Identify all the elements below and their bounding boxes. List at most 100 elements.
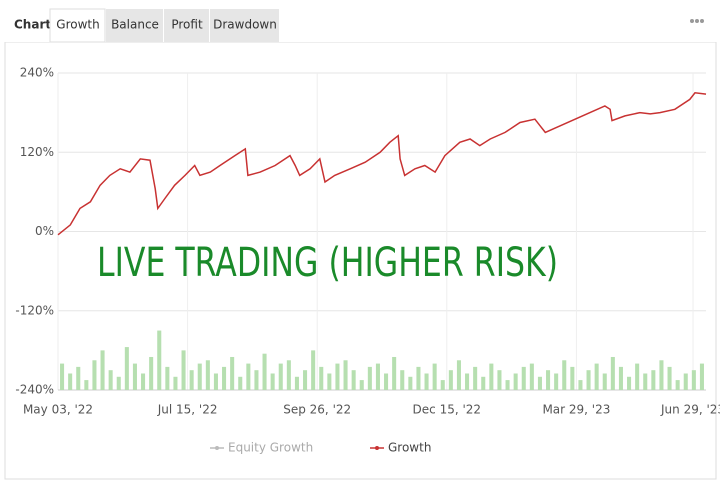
volume-bar [456,360,461,390]
legend-marker[interactable] [375,446,379,450]
panel [4,41,717,480]
legend-marker[interactable] [215,446,219,450]
volume-bar [60,363,65,390]
volume-bar [408,376,413,390]
volume-bar [521,366,526,390]
tab[interactable] [49,8,106,43]
volume-bar [537,376,542,390]
volume-bar [505,380,510,390]
y-tick-label: 0% [35,224,54,238]
volume-bar [132,363,137,390]
volume-bar [254,370,259,390]
volume-bar [335,363,340,390]
volume-bar [416,366,421,390]
tab-label[interactable]: Balance [111,18,159,32]
volume-bar [197,363,202,390]
volume-bar [351,370,356,390]
menu-dots[interactable] [690,19,704,23]
tab-label[interactable]: Growth [56,18,99,32]
volume-bar [238,376,243,390]
y-tick-label: 120% [20,145,54,159]
volume-bar [327,373,332,390]
volume-bar [375,363,380,390]
volume-bar [262,353,267,390]
volume-bar [618,366,623,390]
volume-bar [100,350,105,390]
volume-bar [610,356,615,390]
growth-line [57,92,707,236]
volume-bar [627,376,632,390]
volume-bar [554,373,559,390]
y-tick-label: -120% [15,303,54,317]
x-tick-label: Mar 29, '23 [542,403,610,417]
plot: 240% 120% 0% -120% -240% May 03, '22 Jul 15, '… [15,66,720,455]
volume-bar [473,366,478,390]
x-tick-label: May 03, '22 [23,403,93,417]
volume-bar [124,347,129,390]
tab[interactable] [210,9,279,42]
dot [690,19,694,23]
volume-bar [246,363,251,390]
volume-bar [675,380,680,390]
volume-bar [497,370,502,390]
chart-label: Chart [14,18,51,32]
tab[interactable] [164,9,209,42]
x-tick-label: Sep 26, '22 [283,403,351,417]
y-tick-label: 240% [20,66,54,80]
volume-bar [659,360,664,390]
volume-bar [384,373,389,390]
volume-bar [359,380,364,390]
volume-bar [92,360,97,390]
dot [700,19,704,23]
tab-label[interactable]: Profit [171,18,203,32]
volume-bar [108,370,113,390]
tabs: Growth Balance Profit Drawdown [49,8,279,43]
tab-label[interactable]: Drawdown [213,18,277,32]
volume-bar [157,330,162,390]
volume-bar [141,373,146,390]
volume-bar [68,373,73,390]
volume-bar [594,363,599,390]
volume-bar [481,376,486,390]
volume-bar [400,370,405,390]
volume-bar [562,360,567,390]
annotation: LIVE TRADING (HIGHER RISK) [97,240,558,286]
volume-bar [392,356,397,390]
volume-bar [270,373,275,390]
volume-bar [529,363,534,390]
volume-bar [578,380,583,390]
volume-bar [205,360,210,390]
volume-bar [602,373,607,390]
volume-bar [513,373,518,390]
volume-bar [643,373,648,390]
volume-bar [546,370,551,390]
volume-bar [303,370,308,390]
volume-bar [424,373,429,390]
legend-label[interactable]: Growth [388,441,431,455]
x-tick-label: Dec 15, '22 [413,403,482,417]
dot [695,19,699,23]
volume-bar [294,376,299,390]
volume-bar [149,356,154,390]
volume-bar [222,366,227,390]
volume-bar [165,366,170,390]
volume-bar [570,366,575,390]
volume-bar [189,370,194,390]
volume-bar [319,366,324,390]
volume-bar [448,370,453,390]
volume-bar [691,370,696,390]
volume-bar [489,363,494,390]
tab[interactable] [106,9,163,42]
volume-bar [367,366,372,390]
volume-bar [278,363,283,390]
volume-bar [213,373,218,390]
volume-bar [635,363,640,390]
volume-bar [699,363,704,390]
volume-bar [230,356,235,390]
volume-bar [440,380,445,390]
volume-bar [432,363,437,390]
legend-label[interactable]: Equity Growth [228,441,313,455]
volume-bar [667,366,672,390]
